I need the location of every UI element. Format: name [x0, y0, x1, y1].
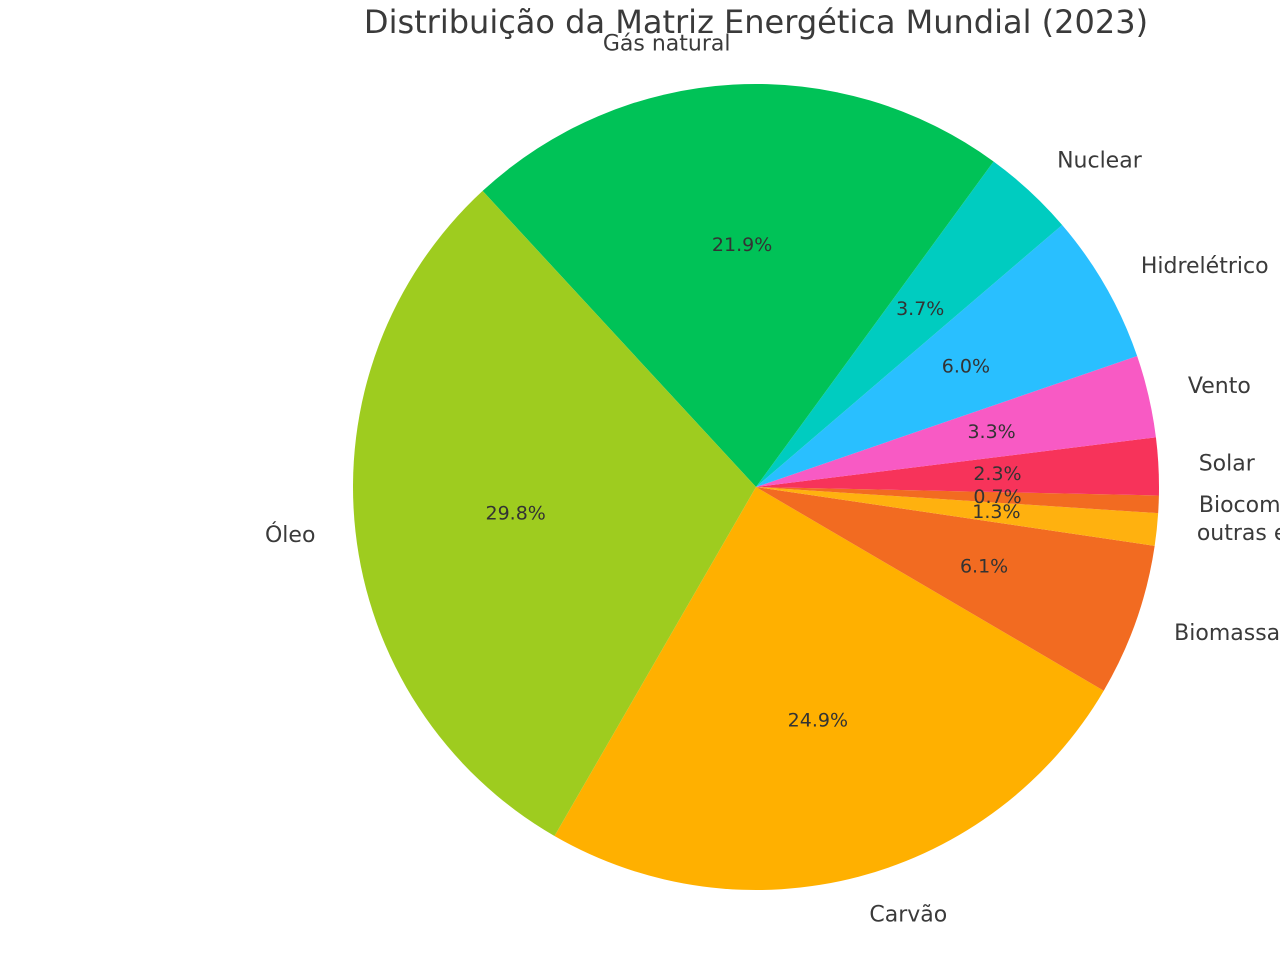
slice-label-hidreletrico: Hidrelétrico — [1141, 254, 1269, 279]
pie-slice-gas-natural — [482, 84, 994, 487]
pct-label-outras-energias-renovaveis: 1.3% — [972, 501, 1020, 523]
chart-title: Distribuição da Matriz Energética Mundia… — [364, 3, 1148, 41]
pct-label-nuclear: 3.7% — [896, 298, 944, 320]
pct-label-solar: 2.3% — [973, 463, 1021, 485]
slice-label-carvao: Carvão — [869, 903, 947, 928]
pie-slice-biomassa-tradicional — [756, 487, 1155, 691]
pie-slice-biocombustiveis-modernos — [756, 487, 1159, 514]
slice-label-gas-natural: Gás natural — [603, 31, 731, 56]
pct-label-vento: 3.3% — [967, 421, 1015, 443]
pct-label-biomassa-tradicional: 6.1% — [960, 556, 1008, 578]
pie-slice-outras-energias-renovaveis — [756, 487, 1159, 546]
pct-label-gas-natural: 21.9% — [712, 234, 772, 256]
percentage-labels: 24.9% 6.1% 1.3%0.7%2.3% 3.3% 6.0% 3.7% 21.9% 29… — [486, 234, 1022, 731]
slice-label-oleo: Óleo — [265, 522, 315, 548]
pie-slices — [353, 84, 1159, 891]
pct-label-hidreletrico: 6.0% — [942, 355, 990, 377]
pct-label-carvao: 24.9% — [788, 709, 848, 731]
slice-label-solar: Solar — [1199, 451, 1256, 476]
pie-slice-vento — [756, 356, 1156, 487]
pie-slice-hidreletrico — [756, 224, 1138, 488]
pie-slice-oleo — [353, 190, 756, 837]
slice-label-nuclear: Nuclear — [1057, 149, 1143, 174]
slice-label-biomassa-tradicional: Biomassa tradicional — [1174, 621, 1280, 646]
pie-slice-nuclear — [756, 161, 1063, 487]
slice-label-vento: Vento — [1188, 374, 1251, 399]
slice-label-outras-energias-renovaveis: outras energias renováveis — [1197, 521, 1280, 546]
pie-slice-solar — [756, 437, 1159, 496]
pct-label-oleo: 29.8% — [486, 502, 546, 524]
slice-labels: Carvão Biomassa tradicional outras energia… — [265, 31, 1280, 927]
pie-slice-carvao — [554, 487, 1104, 891]
slice-label-biocombustiveis-modernos: Biocombustíveis modernos — [1199, 493, 1280, 518]
pct-label-biocombustiveis-modernos: 0.7% — [973, 486, 1021, 508]
